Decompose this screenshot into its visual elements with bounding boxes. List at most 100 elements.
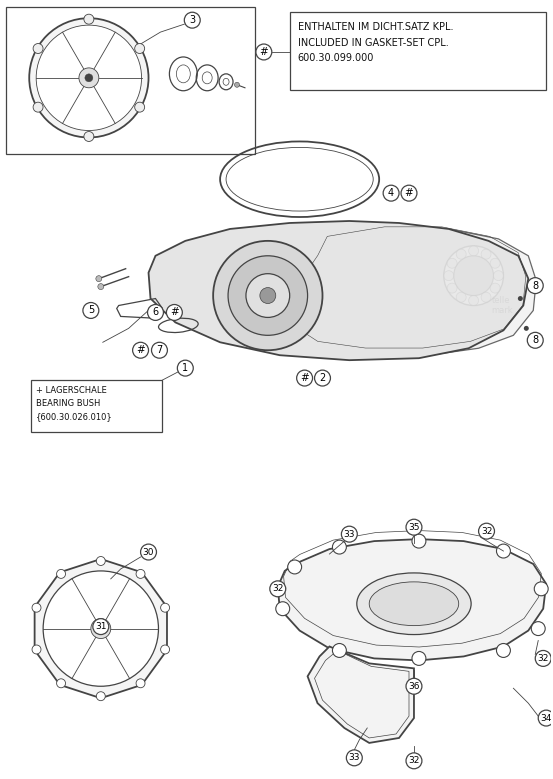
Circle shape	[96, 692, 105, 700]
Circle shape	[332, 540, 346, 554]
Circle shape	[33, 44, 43, 54]
Circle shape	[85, 74, 93, 82]
Text: #: #	[170, 308, 179, 318]
Circle shape	[160, 603, 170, 612]
Circle shape	[140, 544, 156, 560]
Circle shape	[213, 241, 322, 351]
Circle shape	[56, 569, 66, 578]
Bar	[7, 7, 255, 154]
Circle shape	[538, 710, 553, 726]
Text: telle
mark: telle mark	[492, 295, 513, 315]
Circle shape	[456, 249, 466, 259]
Circle shape	[497, 544, 510, 558]
Circle shape	[84, 14, 94, 24]
Circle shape	[444, 246, 503, 305]
Text: 32: 32	[481, 527, 492, 536]
Circle shape	[456, 292, 466, 302]
Text: 2: 2	[320, 373, 326, 383]
Circle shape	[531, 622, 545, 636]
Text: 34: 34	[540, 714, 552, 723]
Circle shape	[383, 185, 399, 201]
Circle shape	[184, 12, 200, 28]
Circle shape	[133, 342, 149, 358]
Text: 7: 7	[156, 345, 163, 355]
Circle shape	[453, 256, 493, 295]
Circle shape	[152, 342, 168, 358]
Ellipse shape	[369, 582, 458, 626]
Text: #: #	[259, 47, 268, 57]
Text: + LAGERSCHALE
BEARING BUSH
{600.30.026.010}: + LAGERSCHALE BEARING BUSH {600.30.026.0…	[36, 386, 113, 421]
Circle shape	[43, 571, 159, 686]
Text: 30: 30	[143, 548, 154, 556]
Circle shape	[468, 246, 478, 256]
Circle shape	[288, 560, 301, 574]
Circle shape	[276, 601, 290, 615]
Circle shape	[481, 249, 491, 259]
Text: 33: 33	[343, 530, 355, 538]
Text: 8: 8	[532, 280, 538, 291]
Text: 4: 4	[388, 189, 394, 198]
Circle shape	[315, 370, 331, 386]
Circle shape	[246, 273, 290, 317]
Text: #: #	[136, 345, 145, 355]
Circle shape	[32, 603, 41, 612]
Circle shape	[535, 650, 551, 666]
Text: 1: 1	[182, 363, 189, 373]
Circle shape	[33, 102, 43, 112]
Text: 32: 32	[272, 584, 284, 594]
Circle shape	[493, 270, 503, 280]
Circle shape	[478, 523, 494, 539]
Circle shape	[524, 326, 529, 331]
Bar	[31, 380, 163, 432]
Circle shape	[36, 25, 142, 131]
Ellipse shape	[357, 573, 471, 635]
Text: 3: 3	[189, 15, 195, 25]
Text: 33: 33	[348, 753, 360, 763]
Text: 8: 8	[532, 335, 538, 345]
Circle shape	[178, 360, 193, 376]
Circle shape	[401, 185, 417, 201]
Circle shape	[444, 270, 453, 280]
Circle shape	[228, 256, 307, 335]
Circle shape	[346, 750, 362, 766]
Circle shape	[135, 44, 145, 54]
Polygon shape	[149, 221, 528, 360]
Circle shape	[136, 679, 145, 688]
Circle shape	[166, 305, 182, 320]
Text: 5: 5	[88, 305, 94, 315]
Circle shape	[518, 296, 523, 301]
Text: 31: 31	[95, 622, 107, 631]
Polygon shape	[307, 647, 414, 743]
Circle shape	[84, 132, 94, 142]
Text: ENTHALTEN IM DICHT.SATZ KPL.
INCLUDED IN GASKET-SET CPL.
600.30.099.000: ENTHALTEN IM DICHT.SATZ KPL. INCLUDED IN…	[298, 22, 453, 63]
Circle shape	[32, 645, 41, 654]
Circle shape	[83, 302, 99, 319]
Circle shape	[96, 276, 102, 282]
Circle shape	[270, 581, 286, 597]
Polygon shape	[35, 559, 167, 698]
Text: #: #	[300, 373, 309, 383]
Polygon shape	[278, 539, 546, 661]
Circle shape	[468, 295, 478, 305]
Circle shape	[93, 619, 109, 635]
Text: 36: 36	[408, 682, 420, 691]
Circle shape	[136, 569, 145, 578]
Text: 35: 35	[408, 523, 420, 532]
Circle shape	[234, 83, 239, 87]
Circle shape	[341, 526, 357, 542]
Circle shape	[91, 619, 111, 639]
Circle shape	[497, 643, 510, 657]
Circle shape	[296, 370, 312, 386]
Bar	[290, 12, 546, 90]
Circle shape	[96, 556, 105, 566]
Circle shape	[406, 520, 422, 535]
Circle shape	[148, 305, 164, 320]
Circle shape	[447, 259, 457, 268]
Text: 6: 6	[153, 308, 159, 318]
Circle shape	[56, 679, 66, 688]
Text: 32: 32	[538, 654, 549, 663]
Text: #: #	[405, 189, 413, 198]
Circle shape	[29, 18, 149, 137]
Circle shape	[412, 651, 426, 665]
Circle shape	[332, 643, 346, 657]
